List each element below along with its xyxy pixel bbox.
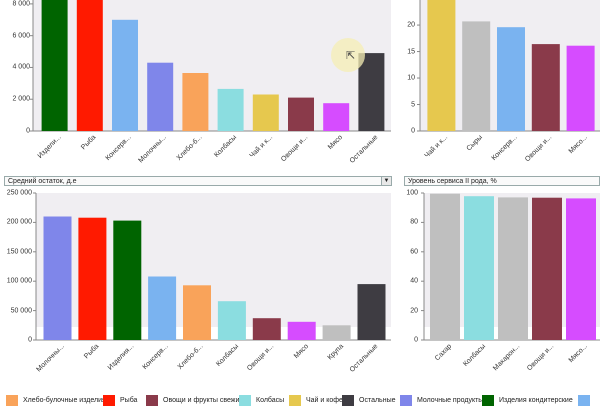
chart-bar[interactable]	[322, 325, 351, 340]
metric-select-bottom-right-value: Уровень сервиса II рода, %	[408, 178, 497, 185]
legend-item[interactable]: Рыба	[103, 394, 137, 406]
chart-bar[interactable]	[182, 73, 209, 131]
chart-bar[interactable]	[430, 193, 460, 340]
y-axis-top-right: 0 5 10 15 20	[404, 0, 415, 168]
legend-swatch	[578, 394, 590, 406]
chevron-down-icon[interactable]: ▼	[381, 177, 391, 185]
legend-item[interactable]: Хлебо-булочные изделия	[6, 394, 106, 406]
chart-bar[interactable]	[252, 94, 279, 132]
chart-bar[interactable]	[76, 0, 103, 131]
legend-swatch	[342, 394, 354, 406]
y-tick-label: 150 000	[6, 248, 32, 256]
y-tick-label: 200 000	[6, 218, 32, 226]
legend-label: Молочные продукты	[417, 396, 484, 404]
legend-swatch	[482, 394, 494, 406]
legend-swatch	[289, 394, 301, 406]
y-tick-label: 4 000	[12, 63, 30, 71]
cursor-highlight	[331, 38, 365, 72]
chart-bar[interactable]	[358, 53, 385, 131]
chart-bar[interactable]	[41, 0, 68, 131]
y-tick-label: 2 000	[12, 95, 30, 103]
y-axis-bottom-left: 0 50 000 100 000 150 000 200 000 250 000	[0, 187, 32, 385]
legend-swatch	[146, 394, 158, 406]
y-tick-label: 8 000	[12, 0, 30, 8]
chart-bar[interactable]	[252, 318, 281, 340]
y-tick-label: 0	[414, 336, 418, 344]
y-tick-label: 250 000	[6, 189, 32, 197]
chart-bar[interactable]	[566, 198, 596, 340]
chart-bar[interactable]	[531, 44, 560, 131]
chart-bar[interactable]	[323, 103, 350, 131]
chart-bar[interactable]	[147, 62, 174, 132]
chart-bottom-right	[421, 192, 600, 341]
chart-bar[interactable]	[217, 88, 244, 131]
legend-label: Рыба	[120, 396, 138, 404]
y-tick-label: 40	[410, 277, 418, 285]
metric-select-bottom-left[interactable]: Средний остаток, д.е ▼	[4, 176, 392, 186]
chart-bar[interactable]	[217, 301, 246, 340]
y-tick-label: 20	[407, 21, 415, 29]
y-tick-label: 20	[410, 307, 418, 315]
chart-bar[interactable]	[43, 216, 72, 341]
chart-panel-bottom-right: 0 20 40 60 80 100 Сахар Колбасы Макарон... Овощи…	[404, 187, 600, 385]
legend-label: Колбасы	[256, 396, 285, 404]
legend-item[interactable]: Остальные	[342, 394, 396, 406]
chart-bar[interactable]	[464, 196, 494, 340]
legend-item[interactable]: Изделия кондитерские	[482, 394, 573, 406]
legend-label: Чай и кофе	[306, 396, 343, 404]
y-tick-label: 100 000	[6, 277, 32, 285]
legend-item[interactable]: Колбасы	[239, 394, 284, 406]
y-axis-bottom-right: 0 20 40 60 80 100	[404, 187, 418, 385]
legend-item[interactable]	[578, 394, 595, 406]
chart-bar[interactable]	[287, 321, 316, 340]
legend-label: Изделия кондитерские	[499, 396, 573, 404]
metric-select-bottom-right[interactable]: Уровень сервиса II рода, %	[404, 176, 600, 186]
legend-label: Овощи и фрукты свежие	[163, 396, 244, 404]
y-tick-label: 0	[411, 127, 415, 135]
metric-select-bottom-left-value: Средний остаток, д.е	[8, 178, 77, 185]
chart-top-right	[417, 0, 600, 132]
chart-bar[interactable]	[78, 217, 107, 340]
y-axis-top-left: 0 2 000 4 000 6 000 8 000	[0, 0, 30, 168]
y-tick-label: 100	[406, 189, 418, 197]
legend-item[interactable]: Молочные продукты	[400, 394, 483, 406]
chart-top-left	[30, 0, 391, 132]
y-tick-label: 80	[410, 218, 418, 226]
chart-bottom-left	[33, 192, 391, 341]
legend-swatch	[400, 394, 412, 406]
legend-label: Остальные	[359, 396, 396, 404]
chart-bar[interactable]	[357, 284, 386, 340]
y-tick-label: 0	[26, 127, 30, 135]
chart-bar[interactable]	[498, 197, 528, 340]
y-tick-label: 10	[407, 74, 415, 82]
y-tick-label: 5	[411, 101, 415, 109]
chart-bar[interactable]	[112, 19, 138, 131]
chart-bar[interactable]	[427, 0, 456, 131]
y-tick-label: 60	[410, 248, 418, 256]
legend-swatch	[239, 394, 251, 406]
y-tick-label: 0	[28, 336, 32, 344]
chart-panel-bottom-left: 0 50 000 100 000 150 000 200 000 250 000 Моло…	[0, 187, 392, 385]
legend-swatch	[6, 394, 18, 406]
chart-panel-top-right: 0 5 10 15 20 Чай и к... Сыры Консерв... Овощи и…	[404, 0, 600, 168]
legend-item[interactable]: Чай и кофе	[289, 394, 343, 406]
y-tick-label: 50 000	[10, 307, 32, 315]
chart-bar[interactable]	[462, 21, 491, 131]
legend-swatch	[103, 394, 115, 406]
chart-bar[interactable]	[148, 276, 177, 341]
chart-bar[interactable]	[532, 197, 562, 340]
chart-bar[interactable]	[288, 97, 314, 131]
chart-bar[interactable]	[497, 27, 525, 132]
chart-bar[interactable]	[183, 285, 211, 340]
chart-legend: Хлебо-булочные изделия Рыба Овощи и фрук…	[0, 388, 600, 415]
mouse-pointer-icon: ⇱	[346, 50, 356, 62]
chart-bar[interactable]	[566, 45, 595, 132]
chart-bar[interactable]	[113, 220, 142, 340]
legend-item[interactable]: Овощи и фрукты свежие	[146, 394, 243, 406]
legend-label: Хлебо-булочные изделия	[23, 396, 106, 404]
y-tick-label: 15	[407, 48, 415, 56]
y-tick-label: 6 000	[12, 32, 30, 40]
